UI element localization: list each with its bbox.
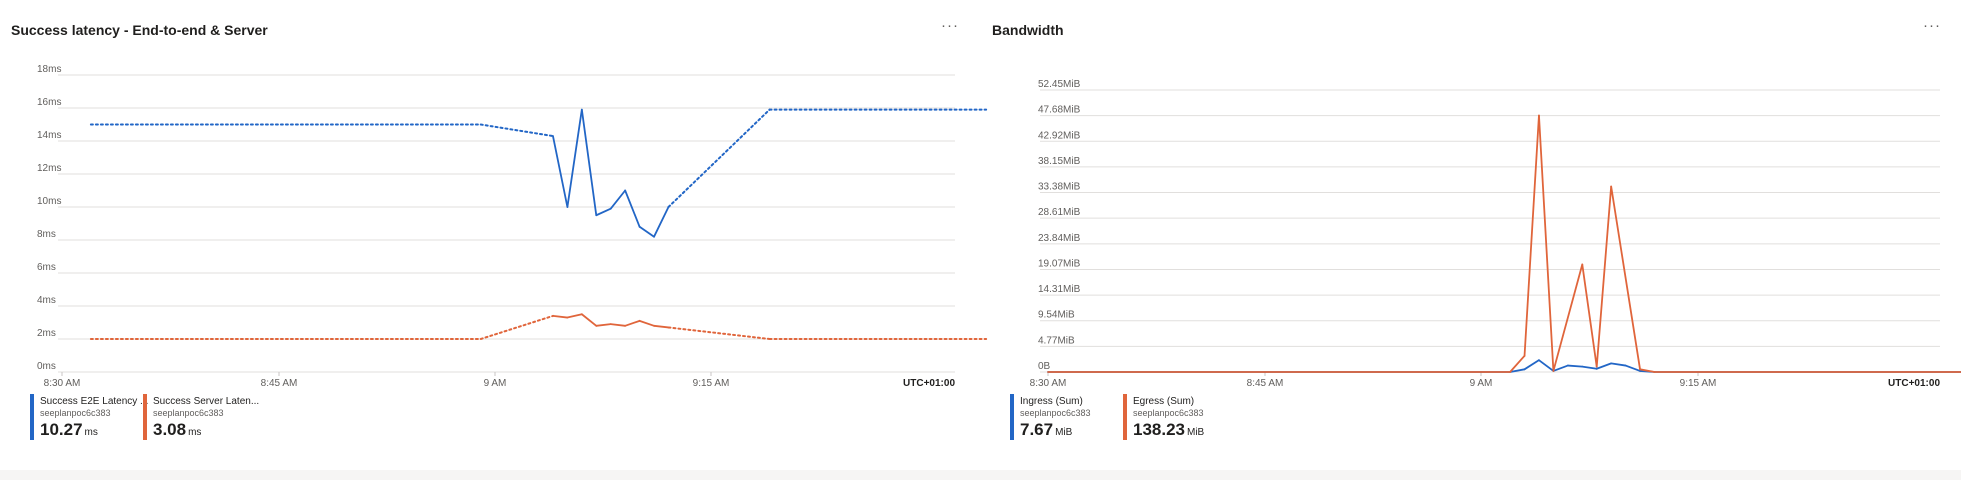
y-tick-label: 6ms: [37, 262, 56, 273]
series-0-segment: [1610, 362, 1627, 367]
series-0-segment: [479, 123, 554, 138]
series-1-segment: [653, 324, 670, 329]
series-0-segment: [580, 108, 598, 217]
y-tick-label: 10ms: [37, 196, 61, 207]
y-tick-label: 4ms: [37, 295, 56, 306]
x-tick-label: 8:45 AM: [261, 378, 298, 389]
series-0-segment: [1509, 368, 1526, 373]
series-0-segment: [595, 207, 612, 217]
series-1-segment: [595, 323, 612, 327]
bandwidth-line-chart: 52.45MiB 47.68MiB 42.92MiB 38.15MiB 33.38MiB…: [1030, 79, 1961, 389]
x-tick-label: 9:15 AM: [1680, 378, 1717, 389]
series-1-segment: [1509, 354, 1526, 373]
series-1-segment: [552, 314, 569, 319]
y-tick-label: 2ms: [37, 328, 56, 339]
series-1-segment: [566, 313, 583, 319]
y-tick-label: 18ms: [37, 64, 61, 75]
series-0-segment: [609, 189, 627, 210]
y-tick-label: 0ms: [37, 361, 56, 372]
series-0-segment: [566, 108, 583, 208]
y-tick-label: 33.38MiB: [1038, 182, 1081, 193]
y-tick-label: 12ms: [37, 163, 61, 174]
legend-series-name: Success E2E Latency ...: [40, 396, 149, 407]
x-tick-label: 8:30 AM: [44, 378, 81, 389]
chart-title: Bandwidth: [992, 22, 1064, 38]
legend-swatch: [30, 394, 34, 440]
y-tick-label: 14.31MiB: [1038, 284, 1081, 295]
series-0-segment: [1566, 364, 1584, 368]
more-options-button[interactable]: ···: [941, 17, 959, 34]
legend-item-egress[interactable]: Egress (Sum) seeplanpoc6c383 138.23 MiB: [1123, 394, 1233, 440]
series-1-segment: [1610, 185, 1641, 371]
timezone-label: UTC+01:00: [1888, 378, 1940, 389]
legend-resource-name: seeplanpoc6c383: [1133, 408, 1204, 418]
series-1-segment: [667, 326, 771, 340]
series-1-segment: [580, 313, 598, 327]
y-tick-label: 38.15MiB: [1038, 156, 1081, 167]
legend-swatch: [143, 394, 147, 440]
y-tick-label: 19.07MiB: [1038, 258, 1081, 269]
more-options-button[interactable]: ···: [1923, 17, 1941, 34]
x-tick-label: 9:15 AM: [693, 378, 730, 389]
series-1-segment: [479, 314, 554, 340]
series-1-segment: [1595, 185, 1613, 368]
y-tick-label: 23.84MiB: [1038, 233, 1081, 244]
y-tick-label: 14ms: [37, 130, 61, 141]
legend-resource-name: seeplanpoc6c383: [1020, 408, 1091, 418]
legend-item-e2e-latency[interactable]: Success E2E Latency ... seeplanpoc6c383 …: [30, 394, 148, 440]
latency-line-chart: 18ms 16ms 14ms 12ms 10ms 8ms 6ms 4ms 2ms 0ms 8:30 …: [37, 64, 988, 389]
legend-series-name: Ingress (Sum): [1020, 396, 1083, 407]
latency-chart-panel: Success latency - End-to-end & Server ··…: [0, 0, 988, 462]
y-tick-label: 16ms: [37, 97, 61, 108]
y-tick-label: 28.61MiB: [1038, 207, 1081, 218]
series-0-segment: [1552, 364, 1569, 372]
series-0-segment: [667, 108, 771, 208]
series-0-segment: [1624, 364, 1641, 372]
legend-swatch: [1010, 394, 1014, 440]
y-tick-label: 8ms: [37, 229, 56, 240]
x-tick-label: 9 AM: [1470, 378, 1493, 389]
y-tick-label: 52.45MiB: [1038, 79, 1081, 90]
series-0-segment: [653, 206, 670, 238]
series-0-segment: [1538, 359, 1555, 372]
y-tick-label: 47.68MiB: [1038, 105, 1081, 116]
legend-resource-name: seeplanpoc6c383: [40, 408, 111, 418]
series-0-segment: [638, 225, 655, 238]
legend-series-name: Success Server Laten...: [153, 396, 260, 407]
legend-item-server-latency[interactable]: Success Server Laten... seeplanpoc6c383 …: [143, 394, 259, 440]
x-tick-label: 9 AM: [484, 378, 507, 389]
series-1-segment: [609, 323, 627, 327]
series-1-segment: [1538, 114, 1555, 372]
y-tick-label: 42.92MiB: [1038, 130, 1081, 141]
y-tick-label: 4.77MiB: [1038, 335, 1075, 346]
series-0-segment: [1581, 365, 1598, 370]
legend-summary-value: 10.27 ms: [40, 420, 98, 439]
series-0-segment: [624, 189, 641, 228]
y-tick-label: 9.54MiB: [1038, 310, 1075, 321]
series-1-segment: [1552, 263, 1584, 372]
x-tick-label: 8:30 AM: [1030, 378, 1067, 389]
legend-item-ingress[interactable]: Ingress (Sum) seeplanpoc6c383 7.67 MiB: [1010, 394, 1120, 440]
series-0-segment: [552, 135, 569, 208]
series-0-segment: [1595, 362, 1613, 370]
legend-resource-name: seeplanpoc6c383: [153, 408, 224, 418]
series-1-segment: [1581, 263, 1598, 368]
series-1-segment: [1639, 368, 1656, 373]
legend-series-name: Egress (Sum): [1133, 396, 1195, 407]
chart-title: Success latency - End-to-end & Server: [11, 22, 268, 38]
bandwidth-chart-panel: Bandwidth ··· 52.45MiB 47.68MiB 42.92MiB 38…: [990, 0, 1961, 462]
legend-summary-value: 7.67 MiB: [1020, 420, 1073, 439]
series-0-segment: [1523, 359, 1540, 371]
x-tick-label: 8:45 AM: [1247, 378, 1284, 389]
series-1-segment: [1523, 114, 1540, 357]
timezone-label: UTC+01:00: [903, 378, 955, 389]
legend-summary-value: 138.23 MiB: [1133, 420, 1205, 439]
series-1-segment: [638, 319, 655, 327]
bottom-scroll-area: [0, 470, 1961, 480]
legend-swatch: [1123, 394, 1127, 440]
y-tick-label: 0B: [1038, 361, 1051, 372]
legend-summary-value: 3.08 ms: [153, 420, 202, 439]
series-1-segment: [624, 319, 641, 327]
